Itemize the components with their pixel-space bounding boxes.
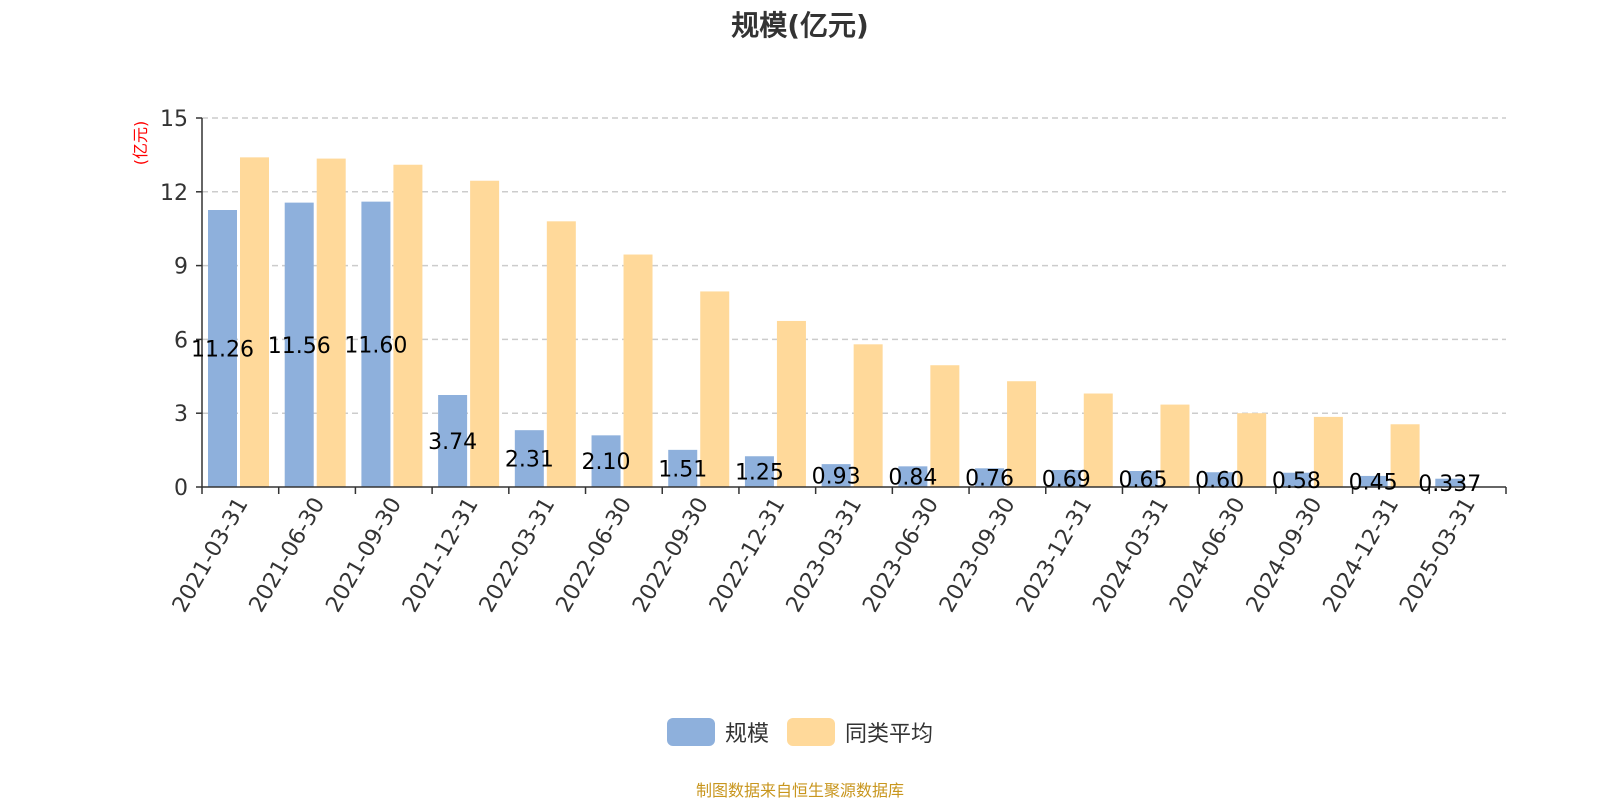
- bar-main: [284, 202, 314, 487]
- data-label: 0.60: [1195, 469, 1244, 494]
- bar-main: [975, 468, 1005, 487]
- bar-avg: [546, 221, 576, 487]
- data-label: 0.76: [965, 467, 1014, 492]
- bar-main: [591, 435, 621, 487]
- bar-avg: [930, 365, 960, 487]
- bar-avg: [1083, 393, 1113, 487]
- x-tick-label: 2022-03-31: [475, 494, 561, 617]
- bar-avg: [1237, 413, 1267, 487]
- bar-avg: [393, 164, 423, 488]
- data-label: 0.45: [1349, 470, 1398, 495]
- data-label: 1.25: [735, 461, 784, 486]
- data-label: 2.31: [505, 448, 554, 473]
- x-tick-label: 2022-12-31: [705, 494, 791, 617]
- x-tick-label: 2023-12-31: [1012, 494, 1098, 617]
- x-tick-label: 2023-03-31: [782, 494, 868, 617]
- bar-avg: [470, 180, 500, 488]
- bar-main: [208, 210, 237, 487]
- data-label: 11.26: [191, 338, 254, 363]
- chart-title: 规模(亿元): [731, 9, 869, 42]
- data-label: 0.65: [1118, 468, 1167, 493]
- data-label: 1.51: [658, 457, 707, 482]
- bar-main: [514, 430, 544, 487]
- data-label: 0.84: [888, 466, 937, 491]
- legend: 规模 同类平均: [0, 716, 1600, 748]
- bar-main: [1128, 471, 1158, 487]
- bar-main: [1281, 472, 1311, 487]
- data-label: 0.58: [1272, 469, 1321, 494]
- bar-avg: [1390, 424, 1420, 487]
- data-label: 0.337: [1418, 472, 1481, 497]
- bar-avg: [700, 291, 730, 487]
- y-tick-label: 15: [160, 107, 188, 132]
- x-tick-label: 2021-06-30: [245, 494, 331, 617]
- source-note: 制图数据来自恒生聚源数据库: [695, 781, 904, 800]
- x-tick-label: 2023-06-30: [858, 494, 944, 617]
- x-tick-label: 2021-12-31: [398, 494, 484, 617]
- x-tick-label: 2024-09-30: [1242, 494, 1328, 617]
- data-label: 2.10: [582, 450, 631, 475]
- x-tick-label: 2024-06-30: [1165, 494, 1251, 617]
- x-tick-label: 2022-06-30: [551, 494, 637, 617]
- bar-main: [821, 464, 851, 487]
- legend-swatch-main: [666, 718, 715, 746]
- x-tick-label: 2024-03-31: [1088, 494, 1174, 617]
- data-label: 0.69: [1042, 468, 1091, 493]
- legend-item-avg[interactable]: 同类平均: [787, 716, 933, 748]
- bar-avg: [623, 254, 653, 487]
- y-tick-label: 12: [160, 181, 188, 206]
- bar-avg: [1313, 416, 1343, 487]
- bar-main: [361, 201, 391, 487]
- x-tick-label: 2023-09-30: [935, 494, 1021, 617]
- bar-avg: [853, 344, 883, 487]
- y-axis-unit-label: (亿元): [131, 121, 150, 166]
- bar-main: [1205, 472, 1235, 487]
- bar-avg: [1007, 381, 1037, 487]
- data-label: 3.74: [428, 430, 477, 455]
- bar-main: [744, 456, 774, 487]
- y-tick-label: 9: [174, 255, 188, 280]
- bar-main: [1358, 475, 1388, 487]
- bar-main: [1051, 470, 1081, 487]
- legend-label-avg: 同类平均: [845, 722, 934, 747]
- bar-main: [668, 449, 698, 487]
- data-label: 0.93: [812, 465, 861, 490]
- bar-main: [1435, 478, 1465, 487]
- legend-label-main: 规模: [724, 722, 769, 747]
- y-tick-label: 3: [174, 402, 188, 427]
- x-tick-label: 2024-12-31: [1319, 494, 1405, 617]
- data-label: 11.56: [268, 334, 331, 359]
- y-tick-label: 0: [174, 476, 188, 501]
- data-label: 11.60: [344, 333, 407, 358]
- x-tick-label: 2022-09-30: [628, 494, 714, 617]
- legend-item-main[interactable]: 规模: [666, 716, 769, 748]
- bar-main: [898, 466, 928, 487]
- x-tick-label: 2025-03-31: [1395, 494, 1481, 617]
- y-tick-label: 6: [174, 328, 188, 353]
- bar-main: [438, 394, 468, 487]
- legend-swatch-avg: [787, 718, 835, 746]
- x-tick-label: 2021-03-31: [168, 494, 254, 617]
- bar-avg: [240, 157, 269, 488]
- bar-avg: [316, 158, 346, 487]
- bar-avg: [1160, 404, 1190, 487]
- bar-avg: [776, 320, 806, 487]
- x-tick-label: 2021-09-30: [321, 494, 407, 617]
